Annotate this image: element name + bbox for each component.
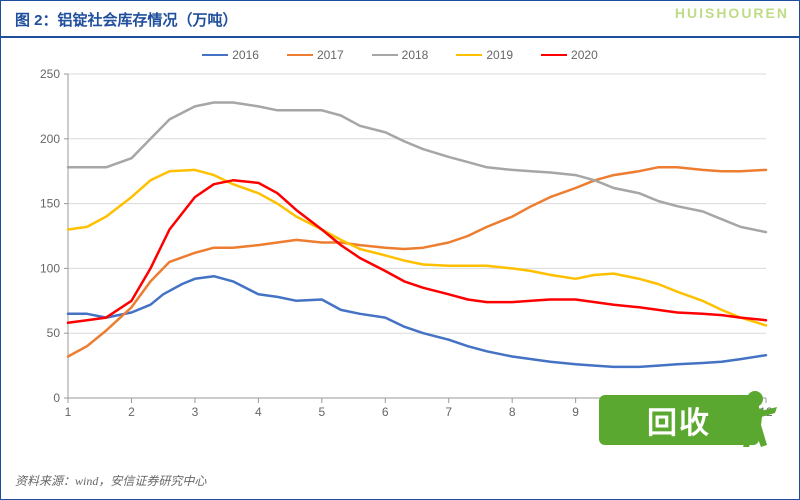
svg-text:50: 50 [47,326,61,340]
legend-label: 2016 [232,48,259,62]
recycle-figure-icon [721,389,781,451]
svg-text:200: 200 [40,132,60,146]
legend-item-2019: 2019 [456,48,513,62]
chart-area: 050100150200250123456789101112 [20,68,780,428]
watermark-logo: 回收 [599,395,759,445]
source-text: 资料来源：wind，安信证券研究中心 [15,472,206,489]
legend-item-2020: 2020 [541,48,598,62]
legend-label: 2020 [571,48,598,62]
legend-item-2016: 2016 [202,48,259,62]
svg-text:4: 4 [255,405,262,419]
svg-text:100: 100 [40,261,60,275]
legend-item-2017: 2017 [287,48,344,62]
svg-text:150: 150 [40,197,60,211]
legend-swatch [372,54,398,57]
watermark-top: HUISHOUREN [675,5,789,21]
series-2016 [68,276,766,367]
legend-label: 2019 [486,48,513,62]
svg-text:5: 5 [318,405,325,419]
svg-text:8: 8 [509,405,516,419]
svg-text:250: 250 [40,68,60,81]
legend-swatch [541,54,567,57]
legend-swatch [456,54,482,57]
legend-label: 2017 [317,48,344,62]
legend-swatch [287,54,313,57]
legend-label: 2018 [402,48,429,62]
series-2017 [68,167,766,356]
legend-swatch [202,54,228,57]
svg-text:9: 9 [572,405,579,419]
svg-text:1: 1 [65,405,72,419]
svg-text:2: 2 [128,405,135,419]
line-chart: 050100150200250123456789101112 [20,68,780,428]
svg-text:0: 0 [53,391,60,405]
svg-text:6: 6 [382,405,389,419]
watermark-text: 回收 [647,398,711,442]
svg-text:7: 7 [445,405,452,419]
svg-text:3: 3 [192,405,199,419]
legend-item-2018: 2018 [372,48,429,62]
chart-legend: 2016 2017 2018 2019 2020 [1,38,799,68]
